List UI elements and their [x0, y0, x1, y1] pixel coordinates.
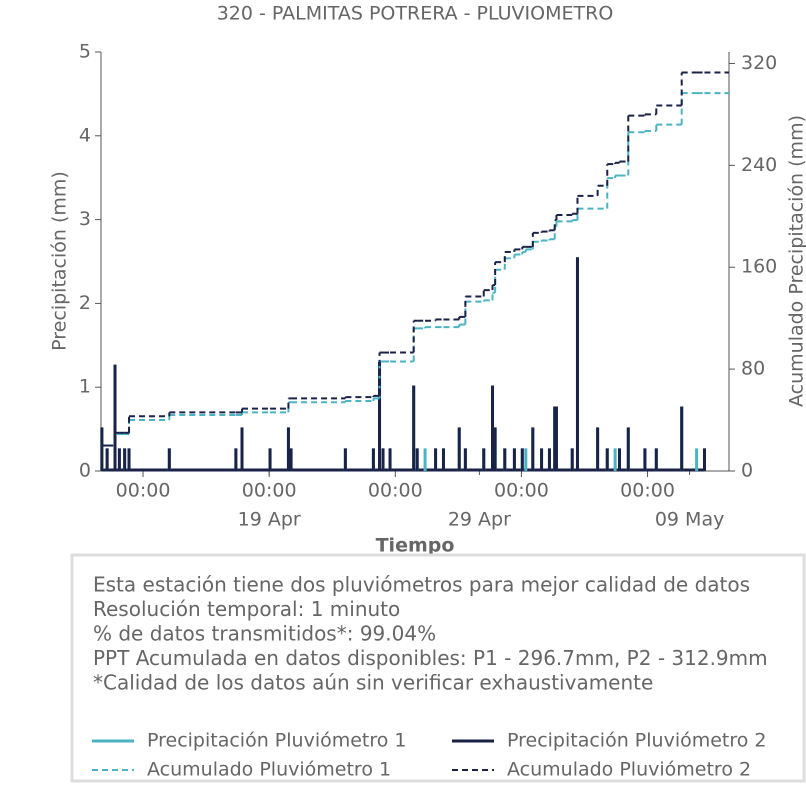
- legend-label: Acumulado Pluviómetro 2: [507, 759, 751, 781]
- legend-label: Acumulado Pluviómetro 1: [147, 759, 391, 781]
- y-tick-label: 4: [79, 124, 91, 146]
- y2-tick-label: 80: [741, 358, 765, 380]
- y2-tick-label: 240: [741, 154, 777, 176]
- y-tick-label: 5: [79, 41, 91, 63]
- x-date-label: 29 Apr: [448, 509, 511, 531]
- y-tick-label: 2: [79, 292, 91, 314]
- y2-axis-label: Acumulado Precipitación (mm): [786, 115, 806, 407]
- y2-tick-label: 320: [741, 52, 777, 74]
- y-axis-label: Precipitación (mm): [49, 171, 71, 351]
- x-tick-label: 00:00: [494, 480, 549, 502]
- y-tick-label: 0: [79, 460, 91, 482]
- x-tick-label: 00:00: [620, 480, 675, 502]
- note: *Calidad de los datos aún sin verificar …: [93, 671, 653, 695]
- legend-label: Precipitación Pluviómetro 2: [507, 730, 767, 752]
- legend-label: Precipitación Pluviómetro 1: [147, 730, 407, 752]
- legend-box: [70, 553, 806, 783]
- x-tick-label: 00:00: [368, 480, 423, 502]
- x-axis-label: Tiempo: [376, 535, 455, 557]
- chart-title: 320 - PALMITAS POTRERA - PLUVIOMETRO: [217, 3, 614, 25]
- x-tick-label: 00:00: [116, 480, 171, 502]
- y-tick-label: 3: [79, 208, 91, 230]
- note: PPT Acumulada en datos disponibles: P1 -…: [93, 646, 768, 670]
- note: Esta estación tiene dos pluviómetros par…: [93, 573, 750, 597]
- x-date-label: 19 Apr: [238, 509, 301, 531]
- note: Resolución temporal: 1 minuto: [93, 597, 400, 621]
- note: % de datos transmitidos*: 99.04%: [93, 622, 436, 646]
- y2-tick-label: 0: [741, 460, 753, 482]
- y-tick-label: 1: [79, 376, 91, 398]
- x-tick-label: 00:00: [242, 480, 297, 502]
- x-date-label: 09 May: [655, 509, 725, 531]
- y2-tick-label: 160: [741, 256, 777, 278]
